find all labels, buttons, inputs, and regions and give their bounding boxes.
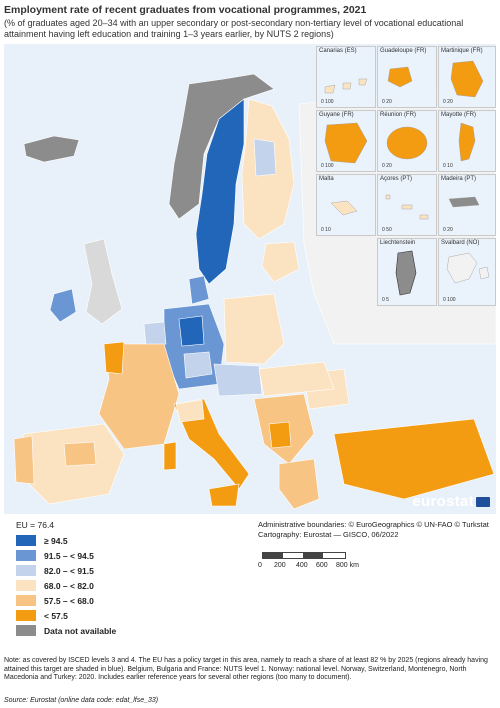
scale-tick-400: 400	[296, 562, 308, 569]
inset-scale: 0 20	[382, 99, 392, 105]
inset-label: Madeira (PT)	[441, 176, 477, 182]
map-area: Canarias (ES) 0 100 Guadeloupe (FR) 0 20…	[4, 44, 496, 514]
credits: Administrative boundaries: © EuroGeograp…	[258, 520, 496, 539]
legend-label: 68.0 – < 82.0	[44, 580, 94, 591]
inset-malta: Malta 0 10	[316, 174, 376, 236]
inset-scale: 0 20	[382, 163, 392, 169]
inset-label: Liechtenstein	[380, 240, 416, 246]
inset-label: Açores (PT)	[380, 176, 413, 182]
inset-scale: 0 10	[443, 163, 453, 169]
legend-item: 57.5 – < 68.0	[16, 593, 116, 608]
inset-scale: 0 50	[382, 227, 392, 233]
canarias-shape	[324, 78, 368, 94]
svalbard-shape	[446, 252, 490, 284]
inset-scale: 0 5	[382, 297, 389, 303]
inset-label: Malta	[319, 176, 334, 182]
inset-label: Réunion (FR)	[380, 112, 417, 118]
eu-flag-icon	[476, 497, 490, 508]
inset-label: Guadeloupe (FR)	[380, 48, 427, 54]
legend-label: < 57.5	[44, 610, 68, 621]
legend-label: 57.5 – < 68.0	[44, 595, 94, 606]
inset-scale: 0 10	[321, 227, 331, 233]
inset-svalbard: Svalbard (NO) 0 100	[438, 238, 496, 306]
source-line: Source: Eurostat (online data code: edat…	[4, 697, 159, 704]
legend-swatch	[16, 595, 36, 606]
scale-tick-600: 600	[316, 562, 328, 569]
inset-label: Svalbard (NO)	[441, 240, 480, 246]
inset-guyane: Guyane (FR) 0 100	[316, 110, 376, 172]
madeira-shape	[448, 196, 480, 208]
inset-madeira: Madeira (PT) 0 20	[438, 174, 496, 236]
legend-item: 91.5 – < 94.5	[16, 548, 116, 563]
scale-tick-200: 200	[274, 562, 286, 569]
legend-swatch	[16, 580, 36, 591]
inset-scale: 0 20	[443, 227, 453, 233]
inset-label: Canarias (ES)	[319, 48, 357, 54]
legend-label: ≥ 94.5	[44, 535, 68, 546]
inset-liechtenstein: Liechtenstein 0 5	[377, 238, 437, 306]
inset-label: Mayotte (FR)	[441, 112, 477, 118]
inset-scale: 0 100	[443, 297, 456, 303]
legend-swatch	[16, 565, 36, 576]
admin-boundaries: Administrative boundaries: © EuroGeograp…	[258, 520, 489, 529]
inset-martinique: Martinique (FR) 0 20	[438, 46, 496, 108]
scale-tick-0: 0	[258, 562, 262, 569]
inset-label: Guyane (FR)	[319, 112, 354, 118]
scale-tick-800: 800 km	[336, 562, 359, 569]
inset-reunion: Réunion (FR) 0 20	[377, 110, 437, 172]
martinique-shape	[450, 60, 484, 98]
inset-canarias: Canarias (ES) 0 100	[316, 46, 376, 108]
legend: EU = 76.4 ≥ 94.5 91.5 – < 94.5 82.0 – < 91…	[16, 520, 116, 638]
legend-item: Data not available	[16, 623, 116, 638]
inset-scale: 0 20	[443, 99, 453, 105]
inset-scale: 0 100	[321, 163, 334, 169]
inset-label: Martinique (FR)	[441, 48, 483, 54]
reunion-shape	[386, 126, 428, 160]
legend-label: 91.5 – < 94.5	[44, 550, 94, 561]
eurostat-logo: eurostat	[412, 493, 490, 510]
map-subtitle: (% of graduates aged 20–34 with an upper…	[4, 18, 464, 39]
legend-swatch	[16, 535, 36, 546]
inset-mayotte: Mayotte (FR) 0 10	[438, 110, 496, 172]
legend-swatch	[16, 625, 36, 636]
legend-label: 82.0 – < 91.5	[44, 565, 94, 576]
legend-item: ≥ 94.5	[16, 533, 116, 548]
inset-guadeloupe: Guadeloupe (FR) 0 20	[377, 46, 437, 108]
legend-swatch	[16, 610, 36, 621]
legend-label: Data not available	[44, 625, 117, 636]
legend-swatch	[16, 550, 36, 561]
mayotte-shape	[458, 122, 476, 162]
guadeloupe-shape	[387, 66, 413, 88]
scale-bar	[262, 552, 346, 559]
eu-average-label: EU = 76.4	[16, 520, 55, 530]
malta-shape	[330, 200, 358, 216]
legend-item: 68.0 – < 82.0	[16, 578, 116, 593]
cartography-credit: Cartography: Eurostat — GISCO, 06/2022	[258, 529, 399, 539]
acores-shape	[385, 194, 429, 220]
liechtenstein-shape	[395, 250, 417, 296]
guyane-shape	[324, 122, 368, 164]
footnote: Note: as covered by ISCED levels 3 and 4…	[4, 657, 488, 681]
inset-acores: Açores (PT) 0 50	[377, 174, 437, 236]
map-title: Employment rate of recent graduates from…	[4, 4, 367, 16]
legend-item: < 57.5	[16, 608, 116, 623]
legend-item: 82.0 – < 91.5	[16, 563, 116, 578]
inset-scale: 0 100	[321, 99, 334, 105]
